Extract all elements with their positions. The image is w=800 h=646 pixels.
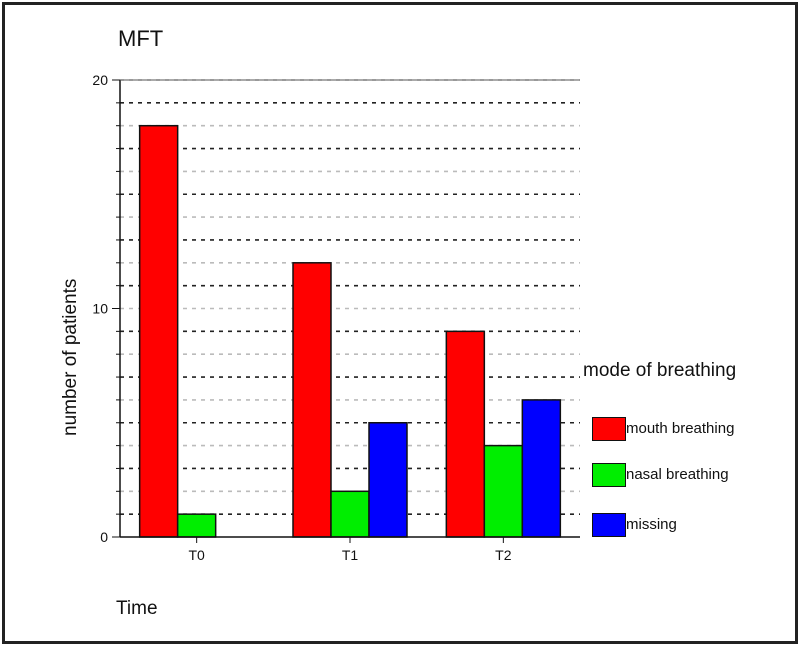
- legend-swatch: [592, 513, 626, 537]
- legend-title: mode of breathing: [583, 360, 737, 381]
- legend-swatch: [592, 417, 626, 441]
- legend-label: missing: [626, 516, 677, 533]
- x-tick-label: T0: [188, 547, 205, 563]
- bar: [521, 399, 562, 538]
- x-tick-label: T1: [342, 547, 359, 563]
- bar: [330, 490, 370, 538]
- bar: [176, 513, 217, 538]
- bar: [483, 444, 524, 538]
- legend-label: nasal breathing: [626, 466, 729, 483]
- bar: [292, 262, 332, 538]
- y-tick-label: 10: [92, 301, 108, 317]
- bar: [445, 330, 486, 538]
- x-axis-label: Time: [116, 598, 158, 619]
- y-tick-label: 0: [100, 529, 108, 545]
- bar: [368, 422, 408, 538]
- legend-swatch: [592, 463, 626, 487]
- x-tick-label: T2: [495, 547, 512, 563]
- bar: [138, 124, 179, 538]
- legend-label: mouth breathing: [626, 420, 735, 437]
- chart-title: MFT: [118, 26, 164, 51]
- y-tick-label: 20: [92, 72, 108, 88]
